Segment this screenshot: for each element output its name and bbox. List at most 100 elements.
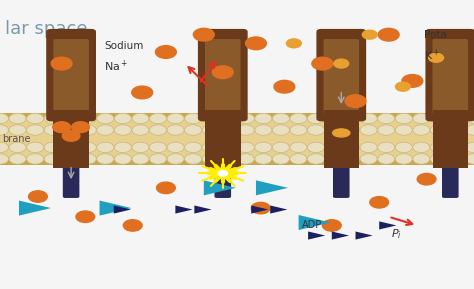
Circle shape xyxy=(325,142,342,153)
Circle shape xyxy=(9,113,26,124)
Circle shape xyxy=(184,113,201,124)
Circle shape xyxy=(62,130,80,141)
FancyBboxPatch shape xyxy=(0,160,474,165)
Circle shape xyxy=(413,154,430,164)
Circle shape xyxy=(0,142,9,153)
FancyBboxPatch shape xyxy=(432,39,468,114)
Circle shape xyxy=(167,113,184,124)
Circle shape xyxy=(290,113,307,124)
Circle shape xyxy=(273,154,290,164)
Circle shape xyxy=(413,125,430,135)
FancyBboxPatch shape xyxy=(316,29,366,121)
Polygon shape xyxy=(194,205,211,214)
Circle shape xyxy=(273,142,290,153)
Circle shape xyxy=(465,125,474,135)
Circle shape xyxy=(273,113,290,124)
FancyBboxPatch shape xyxy=(205,110,241,168)
Polygon shape xyxy=(332,231,349,240)
Circle shape xyxy=(149,142,166,153)
Circle shape xyxy=(114,154,131,164)
Circle shape xyxy=(255,154,272,164)
FancyBboxPatch shape xyxy=(46,29,96,121)
Circle shape xyxy=(395,154,412,164)
FancyBboxPatch shape xyxy=(0,113,474,165)
Circle shape xyxy=(290,125,307,135)
Circle shape xyxy=(0,154,9,164)
Ellipse shape xyxy=(286,39,301,48)
Circle shape xyxy=(0,125,9,135)
Circle shape xyxy=(448,113,465,124)
FancyBboxPatch shape xyxy=(63,166,79,198)
Circle shape xyxy=(255,125,272,135)
Ellipse shape xyxy=(334,59,349,68)
Circle shape xyxy=(114,113,131,124)
Text: Pota: Pota xyxy=(424,30,447,40)
Circle shape xyxy=(448,125,465,135)
Ellipse shape xyxy=(362,30,377,39)
Circle shape xyxy=(322,220,341,231)
Polygon shape xyxy=(204,180,236,195)
Circle shape xyxy=(312,57,333,70)
Text: Na$^+$: Na$^+$ xyxy=(104,59,128,74)
Circle shape xyxy=(246,37,266,50)
Circle shape xyxy=(62,154,79,164)
Circle shape xyxy=(237,125,255,135)
Circle shape xyxy=(255,142,272,153)
Circle shape xyxy=(290,154,307,164)
Circle shape xyxy=(308,142,325,153)
Circle shape xyxy=(413,113,430,124)
Polygon shape xyxy=(379,221,396,229)
Circle shape xyxy=(325,154,342,164)
Polygon shape xyxy=(114,205,131,214)
Circle shape xyxy=(44,142,61,153)
Circle shape xyxy=(308,154,325,164)
Circle shape xyxy=(343,142,360,153)
Polygon shape xyxy=(356,231,373,240)
Circle shape xyxy=(62,125,79,135)
Circle shape xyxy=(378,154,395,164)
Circle shape xyxy=(53,122,71,133)
Ellipse shape xyxy=(395,82,410,91)
Circle shape xyxy=(360,125,377,135)
Circle shape xyxy=(290,142,307,153)
Circle shape xyxy=(155,46,176,58)
Circle shape xyxy=(219,113,237,124)
FancyBboxPatch shape xyxy=(214,166,231,198)
Circle shape xyxy=(44,125,61,135)
Circle shape xyxy=(218,171,228,176)
Circle shape xyxy=(76,211,95,223)
FancyBboxPatch shape xyxy=(425,29,474,121)
Circle shape xyxy=(193,28,214,41)
Circle shape xyxy=(448,142,465,153)
Circle shape xyxy=(97,154,114,164)
Circle shape xyxy=(325,113,342,124)
Circle shape xyxy=(343,113,360,124)
Circle shape xyxy=(430,113,447,124)
Circle shape xyxy=(219,142,237,153)
Circle shape xyxy=(360,113,377,124)
Text: K$^+$: K$^+$ xyxy=(424,47,441,62)
FancyBboxPatch shape xyxy=(198,29,247,121)
Circle shape xyxy=(79,125,96,135)
Circle shape xyxy=(167,125,184,135)
Circle shape xyxy=(9,125,26,135)
Circle shape xyxy=(44,154,61,164)
Circle shape xyxy=(214,168,231,179)
Circle shape xyxy=(237,113,255,124)
Polygon shape xyxy=(270,205,287,214)
Circle shape xyxy=(132,113,149,124)
Circle shape xyxy=(97,142,114,153)
Circle shape xyxy=(360,154,377,164)
Circle shape xyxy=(430,154,447,164)
Circle shape xyxy=(184,125,201,135)
FancyBboxPatch shape xyxy=(205,39,240,114)
Circle shape xyxy=(156,182,175,194)
Polygon shape xyxy=(19,201,51,216)
Circle shape xyxy=(395,113,412,124)
Circle shape xyxy=(0,113,9,124)
Circle shape xyxy=(72,122,90,133)
Circle shape xyxy=(274,80,295,93)
Circle shape xyxy=(184,142,201,153)
Circle shape xyxy=(132,125,149,135)
FancyBboxPatch shape xyxy=(333,166,350,198)
